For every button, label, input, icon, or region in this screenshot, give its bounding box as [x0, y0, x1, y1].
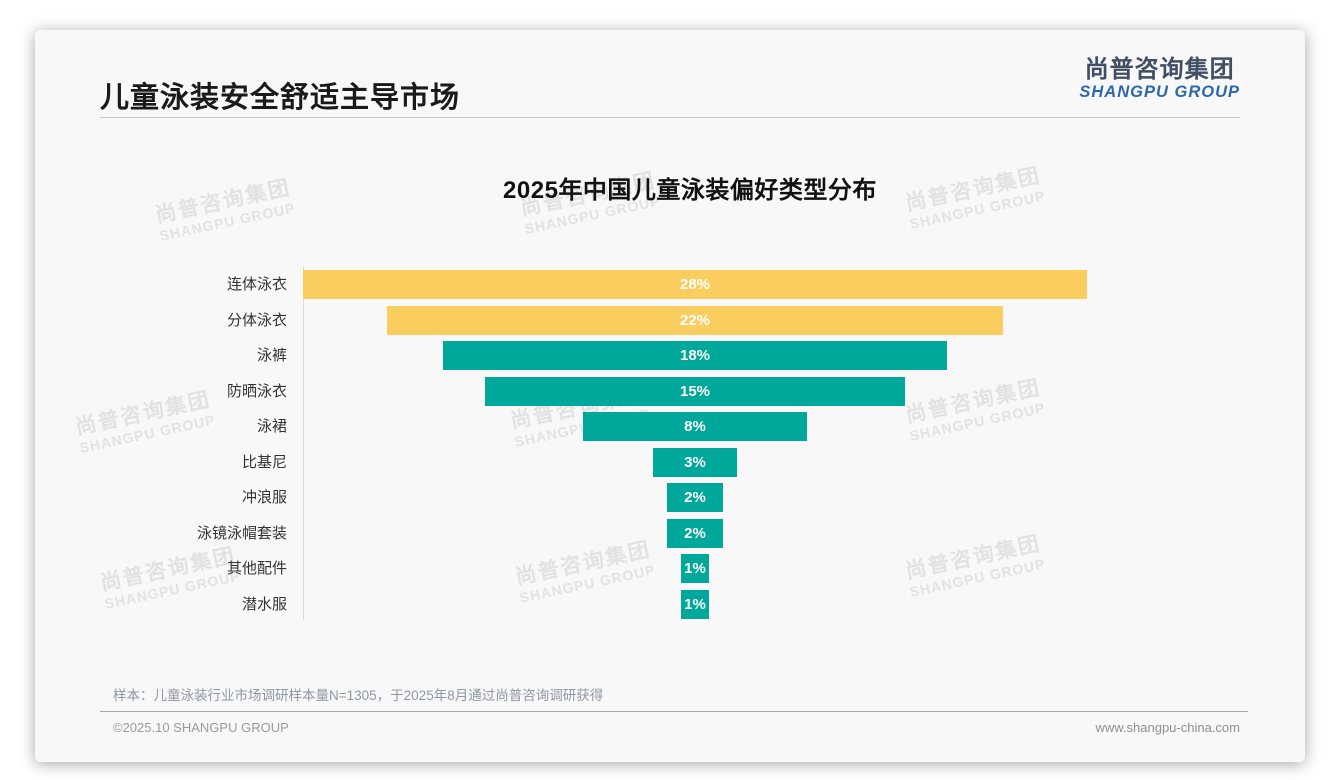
logo-cn-text: 尚普咨询集团 [1084, 56, 1235, 83]
category-label: 冲浪服 [241, 489, 287, 506]
chart-title: 2025年中国儿童泳装偏好类型分布 [503, 177, 877, 204]
logo-en-text: SHANGPU GROUP [1079, 83, 1240, 102]
bar-value-label: 15% [679, 382, 711, 400]
category-label: 分体泳衣 [226, 311, 287, 329]
funnel-bar: 2% [667, 518, 723, 548]
funnel-row: 潜水服 1% [35, 589, 1305, 619]
website-text: www.shangpu-china.com [1095, 720, 1240, 735]
funnel-bar: 18% [443, 341, 947, 370]
funnel-row: 比基尼 3% [35, 447, 1305, 477]
y-axis-line [303, 266, 304, 620]
funnel-row: 连体泳衣 28% [35, 270, 1305, 299]
category-label: 潜水服 [241, 595, 287, 613]
bar-value-label: 22% [679, 311, 711, 329]
sample-note: 样本：儿童泳装行业市场调研样本量N=1305，于2025年8月通过尚普咨询调研获… [113, 688, 604, 703]
funnel-row: 泳裤 18% [35, 341, 1305, 370]
category-label: 泳镜泳帽套装 [196, 524, 287, 542]
copyright-text: ©2025.10 SHANGPU GROUP [113, 720, 289, 735]
funnel-row: 冲浪服 2% [35, 483, 1305, 512]
funnel-row: 防晒泳衣 15% [35, 376, 1305, 406]
title-underline [100, 117, 1240, 118]
funnel-bar: 22% [387, 305, 1003, 335]
category-label: 泳裙 [256, 418, 287, 435]
funnel-row: 分体泳衣 22% [35, 305, 1305, 335]
funnel-row: 泳镜泳帽套装 2% [35, 518, 1305, 548]
funnel-bar: 3% [653, 447, 737, 477]
funnel-bar: 28% [303, 270, 1087, 299]
funnel-bar: 8% [583, 412, 807, 441]
funnel-row: 泳裙 8% [35, 412, 1305, 441]
bar-value-label: 1% [684, 560, 706, 577]
bar-value-label: 2% [684, 524, 706, 542]
category-label: 泳裤 [256, 347, 287, 364]
funnel-bar: 15% [485, 376, 905, 406]
category-label: 其他配件 [226, 560, 287, 577]
bar-value-label: 3% [684, 453, 706, 471]
category-label: 比基尼 [241, 453, 287, 471]
bar-value-label: 1% [684, 595, 706, 613]
logo: 尚普咨询集团 SHANGPU GROUP [1079, 56, 1240, 102]
bar-value-label: 18% [679, 347, 711, 364]
bar-value-label: 8% [684, 418, 706, 435]
funnel-bar: 1% [681, 554, 709, 583]
page-title: 儿童泳装安全舒适主导市场 [100, 82, 461, 114]
funnel-row: 其他配件 1% [35, 554, 1305, 583]
funnel-bar: 1% [681, 589, 709, 619]
footer-divider [100, 711, 1248, 712]
bar-value-label: 2% [684, 489, 706, 506]
funnel-bar: 2% [667, 483, 723, 512]
slide-card: 尚普咨询集团 SHANGPU GROUP 尚普咨询集团 SHANGPU GROUP 尚普… [35, 30, 1305, 762]
bar-value-label: 28% [679, 276, 711, 293]
category-label: 防晒泳衣 [226, 382, 287, 400]
category-label: 连体泳衣 [226, 276, 287, 293]
